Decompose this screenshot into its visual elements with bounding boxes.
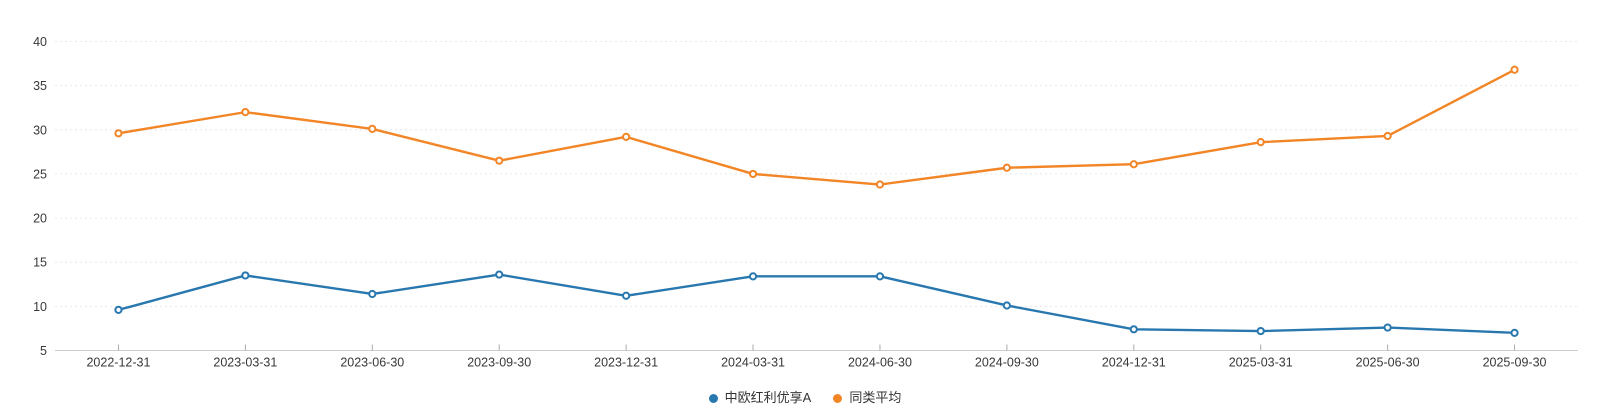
series-1 xyxy=(114,65,1519,189)
data-point[interactable] xyxy=(875,180,885,189)
x-tick-label: 2023-12-31 xyxy=(594,356,658,370)
data-point[interactable] xyxy=(1002,163,1011,172)
legend-label: 同类平均 xyxy=(849,390,902,405)
x-tick-label: 2023-03-31 xyxy=(213,356,277,370)
data-point[interactable] xyxy=(241,271,250,280)
data-point[interactable] xyxy=(241,108,250,117)
y-axis-labels: 5 10 15 20 25 30 35 40 xyxy=(33,35,47,358)
y-tick-label: 10 xyxy=(33,300,47,314)
x-tick-label: 2024-06-30 xyxy=(848,356,912,370)
data-point[interactable] xyxy=(1383,323,1392,332)
series-line xyxy=(117,273,1516,335)
legend-label: 中欧红利优享A xyxy=(724,390,812,405)
y-tick-label: 30 xyxy=(33,123,47,137)
data-point[interactable] xyxy=(114,129,123,138)
series-0 xyxy=(114,270,1519,337)
x-axis-ticks xyxy=(117,344,1516,351)
data-point[interactable] xyxy=(1129,160,1138,169)
data-point[interactable] xyxy=(875,272,885,281)
y-tick-label: 40 xyxy=(33,35,47,49)
data-point[interactable] xyxy=(1129,325,1138,334)
x-tick-label: 2024-03-31 xyxy=(721,356,785,370)
x-tick-label: 2022-12-31 xyxy=(86,356,150,370)
data-point[interactable] xyxy=(1256,138,1265,147)
x-tick-label: 2025-06-30 xyxy=(1356,356,1420,370)
y-tick-label: 5 xyxy=(40,344,47,358)
data-point[interactable] xyxy=(622,291,631,300)
legend-item[interactable]: 同类平均 xyxy=(833,390,901,406)
y-tick-label: 20 xyxy=(33,212,47,226)
data-point[interactable] xyxy=(748,272,758,281)
y-tick-label: 15 xyxy=(33,256,47,270)
series-line xyxy=(117,68,1516,186)
data-point[interactable] xyxy=(1256,326,1265,336)
x-tick-label: 2024-09-30 xyxy=(975,356,1039,370)
data-point[interactable] xyxy=(368,124,377,134)
x-tick-label: 2023-09-30 xyxy=(467,356,531,370)
legend-dot-icon xyxy=(833,393,843,403)
data-point[interactable] xyxy=(495,156,504,165)
data-point[interactable] xyxy=(114,305,123,314)
x-tick-label: 2025-09-30 xyxy=(1483,356,1547,370)
legend-item[interactable]: 中欧红利优享A xyxy=(708,390,812,406)
x-axis-labels: 2022-12-31 2023-03-31 2023-06-30 2023-09-30… xyxy=(86,356,1546,370)
data-point[interactable] xyxy=(1510,65,1519,74)
chart-legend: 中欧红利优享A 同类平均 xyxy=(0,390,1610,406)
x-tick-label: 2024-12-31 xyxy=(1102,356,1166,370)
data-point[interactable] xyxy=(1383,131,1392,141)
x-tick-label: 2023-06-30 xyxy=(340,356,404,370)
data-point[interactable] xyxy=(368,289,377,299)
data-point[interactable] xyxy=(622,132,631,141)
data-point[interactable] xyxy=(495,270,504,279)
legend-dot-icon xyxy=(708,393,718,403)
grid-lines xyxy=(55,41,1578,307)
data-point[interactable] xyxy=(1510,328,1519,337)
y-tick-label: 35 xyxy=(33,79,47,93)
y-tick-label: 25 xyxy=(33,167,47,181)
x-tick-label: 2025-03-31 xyxy=(1229,356,1293,370)
data-point[interactable] xyxy=(1002,301,1011,310)
data-point[interactable] xyxy=(748,169,758,179)
